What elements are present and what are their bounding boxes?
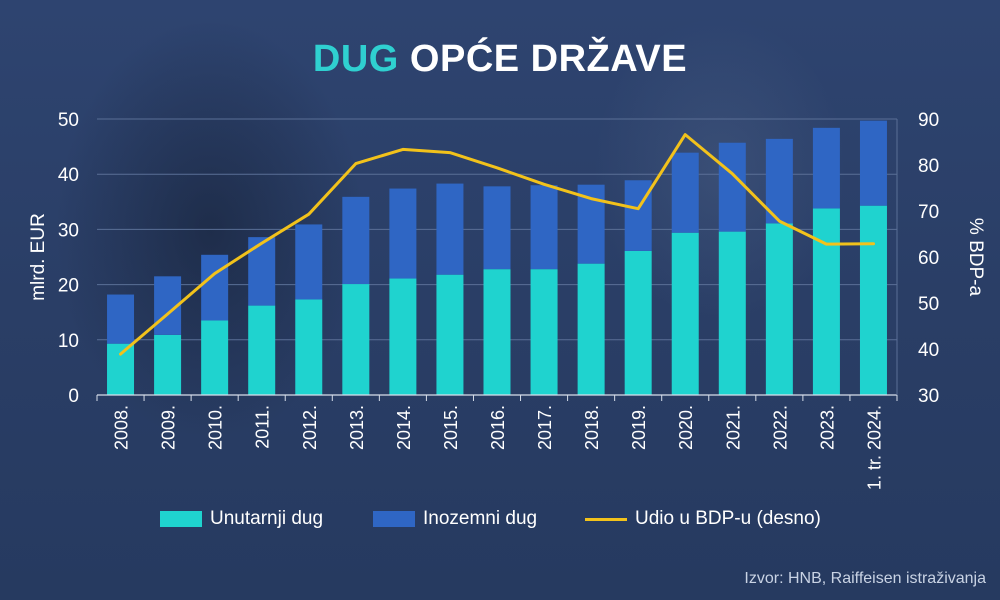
x-tick-label: 2015. [441,405,461,450]
x-tick-label: 2014. [394,405,414,450]
y-tick-label: 50 [58,110,79,131]
x-tick-label: 2018. [582,405,602,450]
legend-swatch-foreign [373,511,415,527]
bar-foreign [389,188,417,279]
bar-domestic [765,223,793,395]
bar-domestic [671,232,699,395]
x-tick-label: 2012. [300,405,320,450]
x-tick-label: 1. tr. 2024. [864,405,884,490]
bar-foreign [765,138,793,224]
y-tick-label: 10 [58,331,79,352]
bar-domestic [530,269,558,395]
y2-tick-label: 40 [918,340,939,361]
bar-domestic [577,263,605,395]
y-tick-label: 20 [58,276,79,297]
bar-domestic [483,269,511,395]
bar-foreign [295,224,323,300]
y2-tick-label: 50 [918,294,939,315]
bar-foreign [107,294,135,344]
bar-foreign [718,142,746,232]
x-tick-label: 2021. [723,405,743,450]
bar-foreign [624,180,652,251]
legend-swatch-domestic [160,511,202,527]
bar-domestic [154,334,182,395]
legend: Unutarnji dug Inozemni dug Udio u BDP-u … [0,508,1000,536]
bar-domestic [812,208,840,395]
bar-domestic [201,320,229,395]
axes: 0 10 20 30 40 50 30 40 50 60 70 80 90 2008. 2009. 2010.… [58,110,939,490]
y2-tick-label: 90 [918,110,939,131]
x-tick-label: 2011. [253,405,273,449]
x-tick-label: 2010. [206,405,226,450]
title-accent: DUG [312,38,399,80]
chart-title: DUG OPĆE DRŽAVE [0,38,1000,81]
x-tick-label: 2013. [347,405,367,450]
legend-label-share: Udio u BDP-u (desno) [635,508,821,529]
y-tick-label: 30 [58,220,79,241]
bar-foreign [671,152,699,233]
legend-item-domestic: Unutarnji dug [160,508,323,530]
bar-foreign [201,254,229,321]
legend-swatch-share [585,517,627,521]
x-tick-label: 2019. [629,405,649,450]
bars [107,120,887,395]
bar-foreign [342,196,370,285]
bar-domestic [624,250,652,395]
bar-domestic [718,231,746,395]
y-tick-label: 0 [68,386,79,407]
bar-domestic [248,305,276,395]
x-tick-label: 2008. [112,405,132,450]
legend-label-domestic: Unutarnji dug [210,508,324,529]
source-note: Izvor: HNB, Raiffeisen istraživanja [744,570,986,587]
x-tick-label: 2016. [488,405,508,450]
bar-domestic [107,343,135,395]
bar-foreign [812,127,840,209]
x-tick-label: 2017. [535,405,555,450]
x-tick-label: 2020. [676,405,696,450]
y-axis-label: mlrd. EUR [28,213,49,301]
share-line-layer [119,133,875,356]
legend-item-foreign: Inozemni dug [373,508,537,530]
bar-foreign [436,183,464,275]
bar-domestic [436,274,464,395]
y2-axis-label: % BDP-a [965,218,986,297]
y2-tick-label: 60 [918,248,939,269]
share-line [119,133,875,356]
bar-domestic [859,205,887,395]
legend-item-share: Udio u BDP-u (desno) [585,508,821,530]
y2-tick-label: 70 [918,202,939,223]
x-tick-label: 2023. [817,405,837,450]
title-rest: OPĆE DRŽAVE [409,38,688,80]
y-tick-label: 40 [58,165,79,186]
bar-foreign [859,120,887,206]
bar-domestic [342,284,370,395]
legend-label-foreign: Inozemni dug [423,508,538,529]
bar-domestic [295,299,323,395]
bar-foreign [248,237,276,306]
x-tick-label: 2009. [159,405,179,450]
bar-foreign [483,186,511,270]
y2-tick-label: 30 [918,386,939,407]
bar-foreign [530,185,558,270]
y2-tick-label: 80 [918,156,939,177]
bar-domestic [389,278,417,395]
x-tick-label: 2022. [770,405,790,450]
